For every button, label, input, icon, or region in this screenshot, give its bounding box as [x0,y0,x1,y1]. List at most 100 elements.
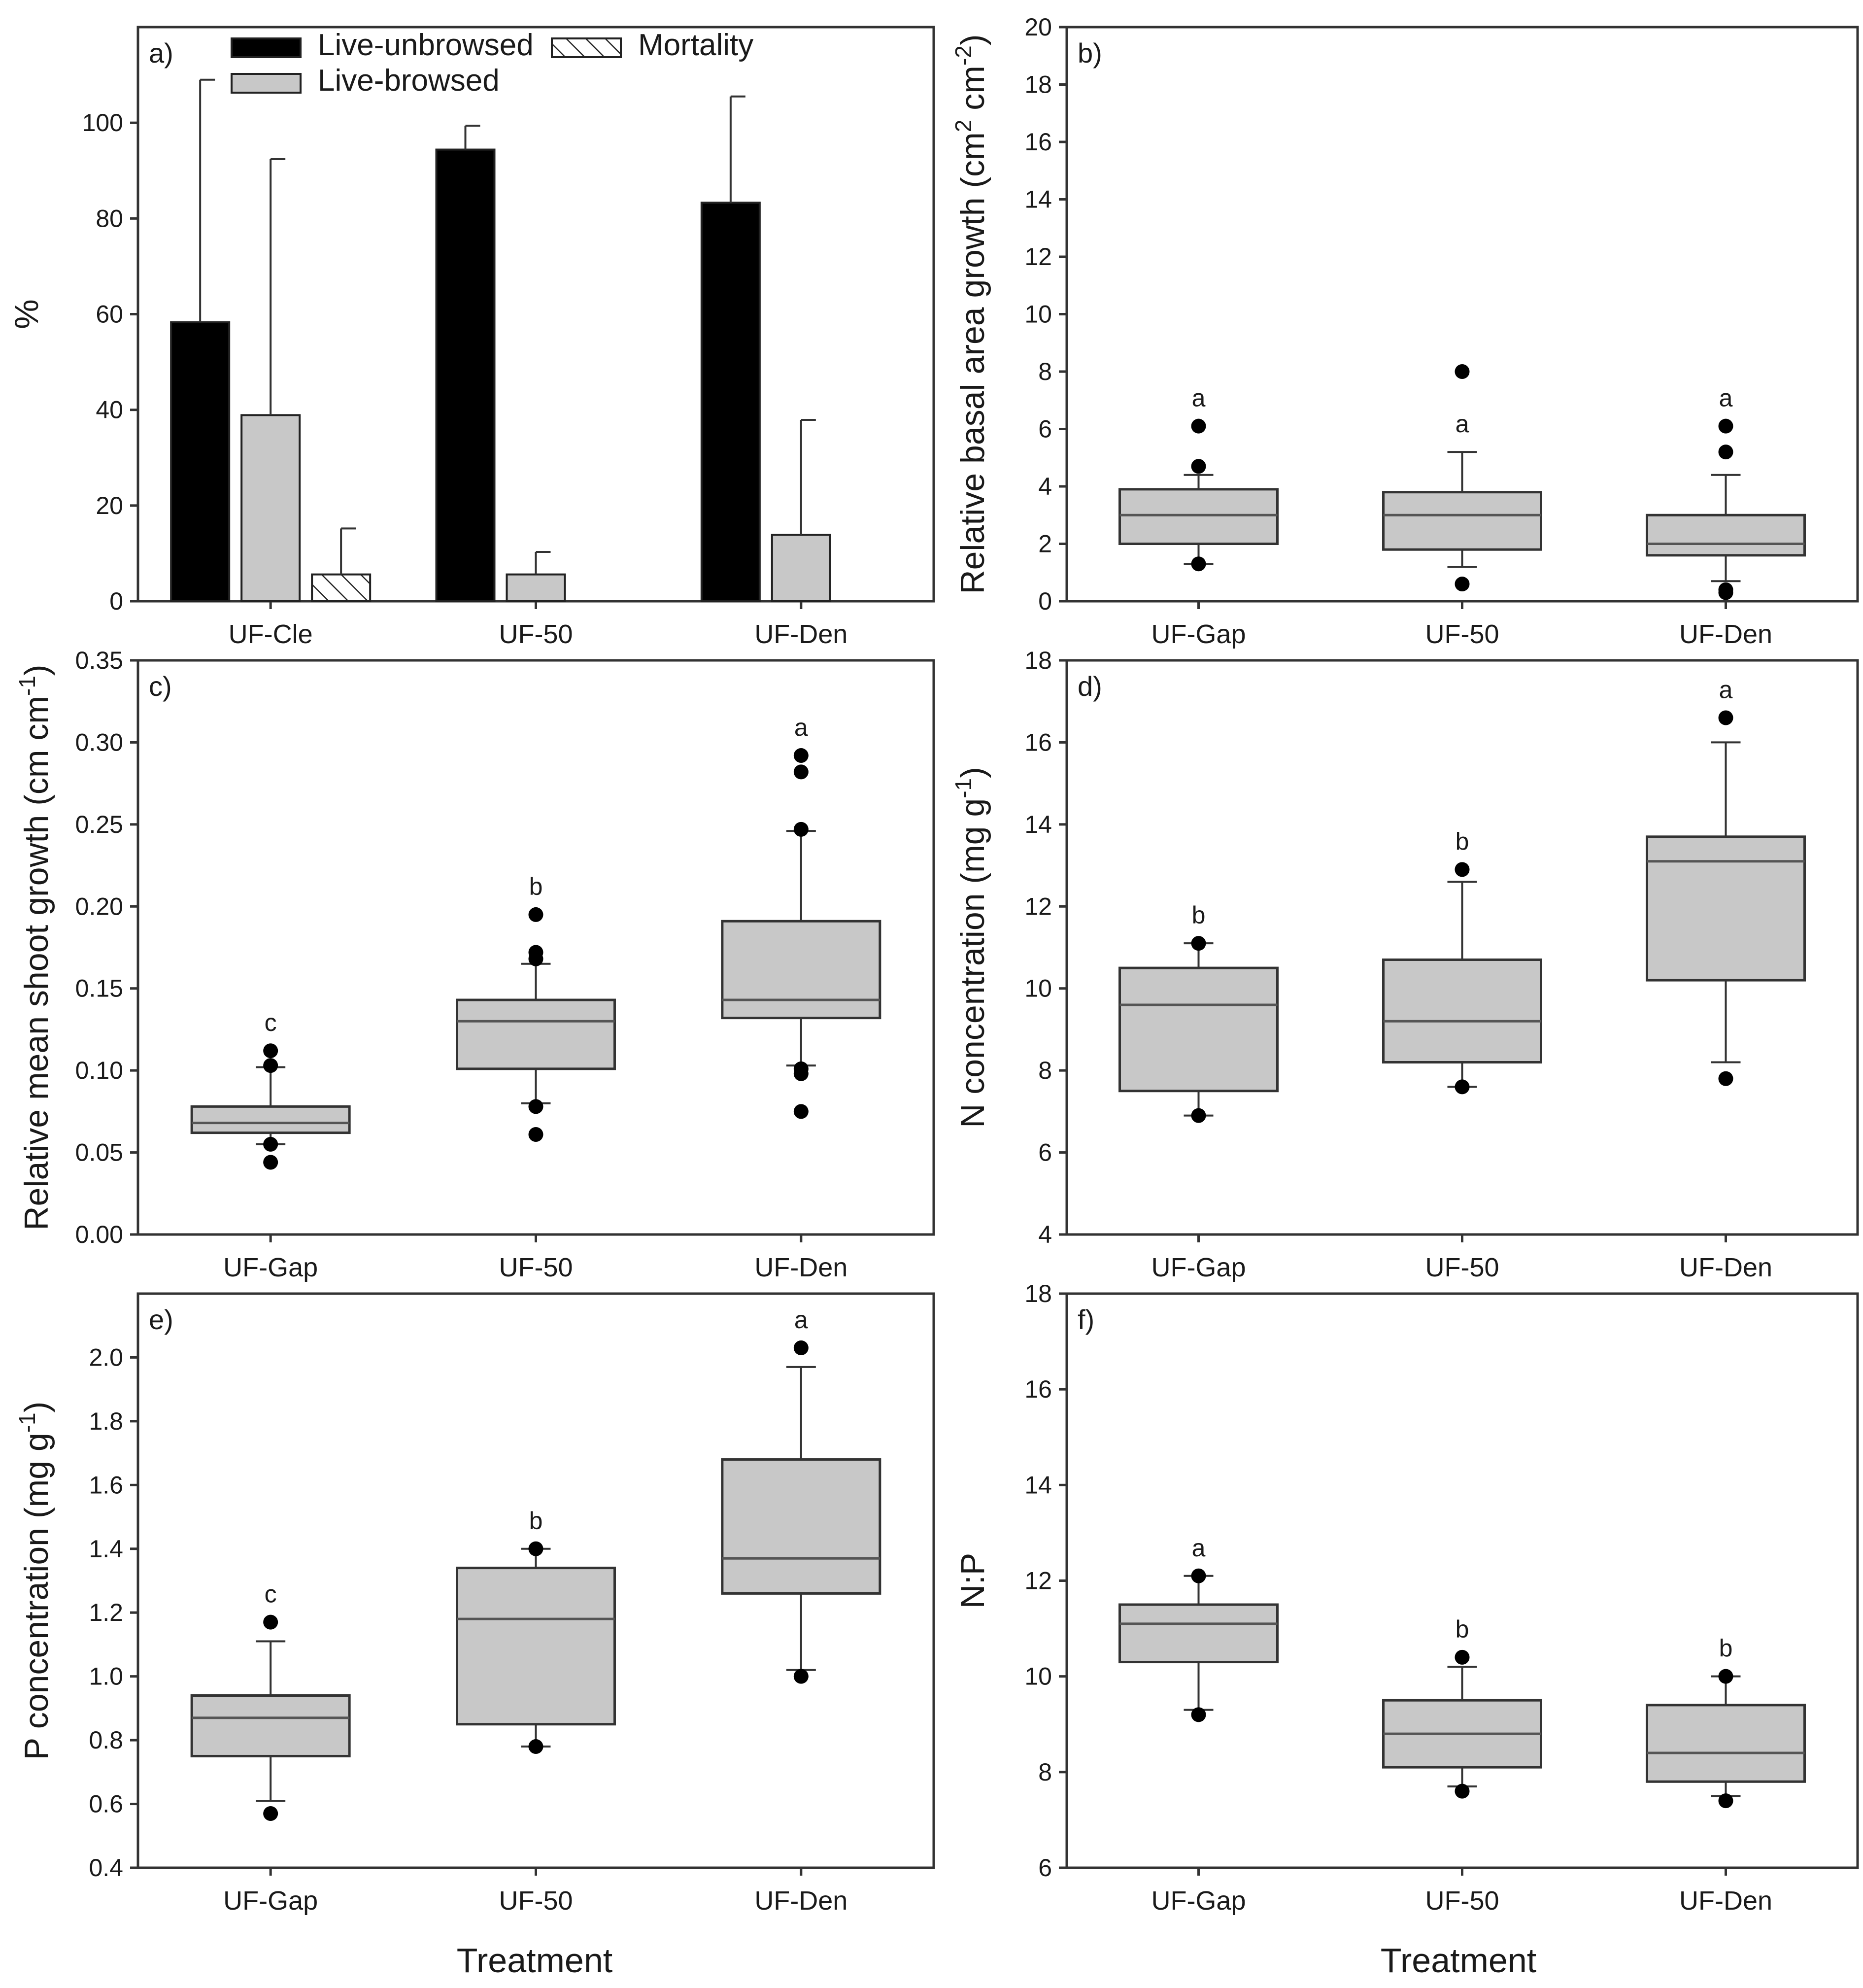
y-tick-label-c-0: 0.00 [75,1221,123,1248]
legend-label-0: Live-unbrowsed [318,28,534,62]
bar-live-unbrowsed-1 [435,148,496,602]
significance-letter-c-1: b [529,873,543,900]
y-tick-label-f-2: 10 [1024,1663,1052,1690]
outlier-c-0-2 [263,1058,278,1073]
significance-letter-c-0: c [265,1009,277,1036]
outlier-b-1-0 [1455,577,1470,592]
significance-letter-e-2: a [794,1306,808,1334]
outlier-d-0-0 [1191,1108,1206,1123]
bar-live-unbrowsed-2 [700,202,761,602]
y-tick-label-d-0: 4 [1038,1221,1052,1248]
x-axis-title-left: Treatment [457,1941,612,1980]
outlier-b-0-0 [1191,556,1206,572]
outlier-f-0-0 [1191,1707,1206,1722]
y-axis-title-a: % [8,299,45,329]
box-e-1 [456,1567,616,1726]
outlier-c-2-4 [793,764,809,780]
box-b-1 [1382,491,1542,551]
box-c-2 [721,920,881,1020]
outlier-c-1-4 [528,907,543,922]
y-axis-title-part-d-1: -1 [950,778,976,798]
bar-mortality-0 [311,573,372,602]
x-category-label-a-2: UF-Den [754,619,847,649]
panel-label-f: f) [1078,1304,1094,1335]
x-category-label-e-2: UF-Den [754,1886,847,1916]
x-category-label-f-0: UF-Gap [1151,1886,1246,1916]
y-tick-label-d-6: 16 [1024,728,1052,756]
x-category-label-b-0: UF-Gap [1151,619,1246,649]
outlier-b-1-1 [1455,364,1470,379]
x-axis-title-right: Treatment [1381,1941,1536,1980]
legend-swatch-2 [551,37,622,58]
y-tick-label-b-9: 18 [1024,71,1052,99]
y-tick-label-e-1: 0.6 [89,1790,123,1818]
x-category-label-d-1: UF-50 [1425,1253,1499,1282]
outlier-d-2-0 [1718,1071,1733,1086]
y-tick-label-d-2: 8 [1038,1057,1052,1084]
significance-letter-f-0: a [1192,1534,1206,1562]
y-tick-label-a-3: 60 [96,301,123,328]
x-category-label-f-2: UF-Den [1679,1886,1772,1916]
significance-letter-e-1: b [529,1507,543,1535]
legend-label-2: Mortality [638,28,753,62]
outlier-c-0-0 [263,1155,278,1170]
box-d-2 [1646,835,1806,982]
y-tick-label-a-1: 20 [96,492,123,519]
outlier-c-1-1 [528,1099,543,1114]
outlier-e-2-0 [793,1669,809,1684]
outlier-e-1-1 [528,1541,543,1556]
significance-letter-d-2: a [1719,676,1733,704]
outlier-b-0-1 [1191,459,1206,474]
significance-letter-b-0: a [1192,384,1206,412]
x-category-label-c-1: UF-50 [499,1253,573,1282]
y-tick-label-d-1: 6 [1038,1139,1052,1166]
outlier-c-2-3 [793,822,809,837]
legend-swatch-0 [231,37,302,58]
y-axis-title-part-b-3: -2 [950,45,976,66]
box-c-0 [190,1105,351,1134]
y-tick-label-e-5: 1.4 [89,1535,123,1563]
box-b-0 [1118,488,1279,546]
box-d-0 [1118,966,1279,1093]
y-tick-label-c-7: 0.35 [75,647,123,674]
y-tick-label-b-5: 10 [1024,301,1052,328]
y-axis-title-e: P concentration (mg g-1) [14,1402,55,1760]
outlier-f-2-1 [1718,1669,1733,1684]
panel-d: 4 6 8 10 12 14 16 18 UF-Gap UF-50 UF-Den d) N concen… [950,647,1859,1282]
outlier-d-1-0 [1455,1079,1470,1095]
y-axis-title-part-b-0: Relative basal area growth (cm [954,132,991,594]
significance-letter-c-2: a [794,714,808,741]
legend-swatch-1 [231,73,302,94]
outlier-f-0-1 [1191,1568,1206,1583]
outlier-c-2-2 [793,1061,809,1076]
x-category-label-d-0: UF-Gap [1151,1253,1246,1282]
outlier-e-1-0 [528,1739,543,1754]
significance-letter-f-2: b [1719,1635,1733,1662]
x-category-label-c-0: UF-Gap [223,1253,318,1282]
y-axis-title-b: Relative basal area growth (cm2 cm-2) [950,34,991,594]
y-tick-label-a-0: 0 [109,587,123,615]
outlier-f-1-1 [1455,1649,1470,1665]
y-tick-label-b-0: 0 [1038,587,1052,615]
panel-label-a: a) [149,37,173,69]
y-tick-label-b-7: 14 [1024,186,1052,213]
box-c-1 [456,998,616,1070]
y-tick-label-d-5: 14 [1024,811,1052,838]
y-tick-label-b-3: 6 [1038,415,1052,443]
y-tick-label-c-2: 0.10 [75,1057,123,1084]
y-axis-title-part-d-0: N concentration (mg g [954,798,991,1128]
y-tick-label-b-6: 12 [1024,243,1052,271]
panel-c: 0.00 0.05 0.10 0.15 0.20 0.25 0.30 0.35 UF-Gap UF… [14,647,935,1282]
y-tick-label-f-3: 12 [1024,1567,1052,1595]
outlier-f-1-0 [1455,1783,1470,1799]
x-category-label-d-2: UF-Den [1679,1253,1772,1282]
x-category-label-f-1: UF-50 [1425,1886,1499,1916]
y-tick-label-a-2: 40 [96,396,123,424]
significance-letter-d-1: b [1456,827,1469,855]
panel-b: 0 2 4 6 8 10 12 14 16 18 20 UF-Gap UF-50 UF-Den b) Rela… [950,13,1859,649]
box-e-2 [721,1458,881,1595]
outlier-c-1-3 [528,945,543,960]
y-axis-title-part-c-1: -1 [14,676,40,696]
y-tick-label-a-4: 80 [96,205,123,232]
